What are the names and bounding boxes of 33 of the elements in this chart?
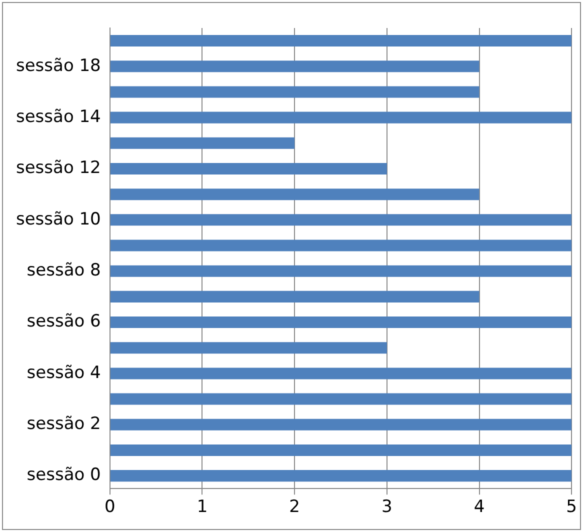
bar (110, 368, 572, 380)
bar (110, 112, 572, 124)
bar (110, 162, 387, 174)
bar (110, 290, 480, 302)
bar (110, 393, 572, 405)
bar (110, 35, 572, 47)
x-tick-label: 4 (474, 497, 485, 518)
bar (110, 188, 480, 200)
y-tick-label: sessão 2 (26, 414, 101, 434)
y-tick-label: sessão 8 (26, 260, 101, 281)
bar (110, 342, 387, 354)
y-tick-label: sessão 18 (16, 56, 101, 76)
bar (110, 265, 572, 277)
bar (110, 316, 572, 328)
bar (110, 470, 572, 482)
y-tick-label: sessão 0 (26, 465, 101, 486)
bar (110, 86, 480, 98)
y-tick-label: sessão 12 (16, 158, 101, 178)
bar (110, 240, 572, 252)
bar (110, 60, 480, 72)
y-tick-label: sessão 14 (16, 106, 101, 127)
bar (110, 137, 295, 149)
x-tick-label: 1 (196, 497, 208, 518)
x-tick-label: 3 (381, 497, 392, 518)
y-tick-label: sessão 10 (16, 209, 101, 230)
y-tick-label: sessão 6 (26, 312, 101, 332)
x-tick-label: 2 (289, 497, 300, 518)
y-tick-label: sessão 4 (26, 362, 101, 383)
bar (110, 214, 572, 226)
x-tick-label: 5 (566, 497, 578, 518)
bar (110, 418, 572, 430)
bar (110, 444, 572, 456)
x-tick-label: 0 (104, 497, 116, 518)
